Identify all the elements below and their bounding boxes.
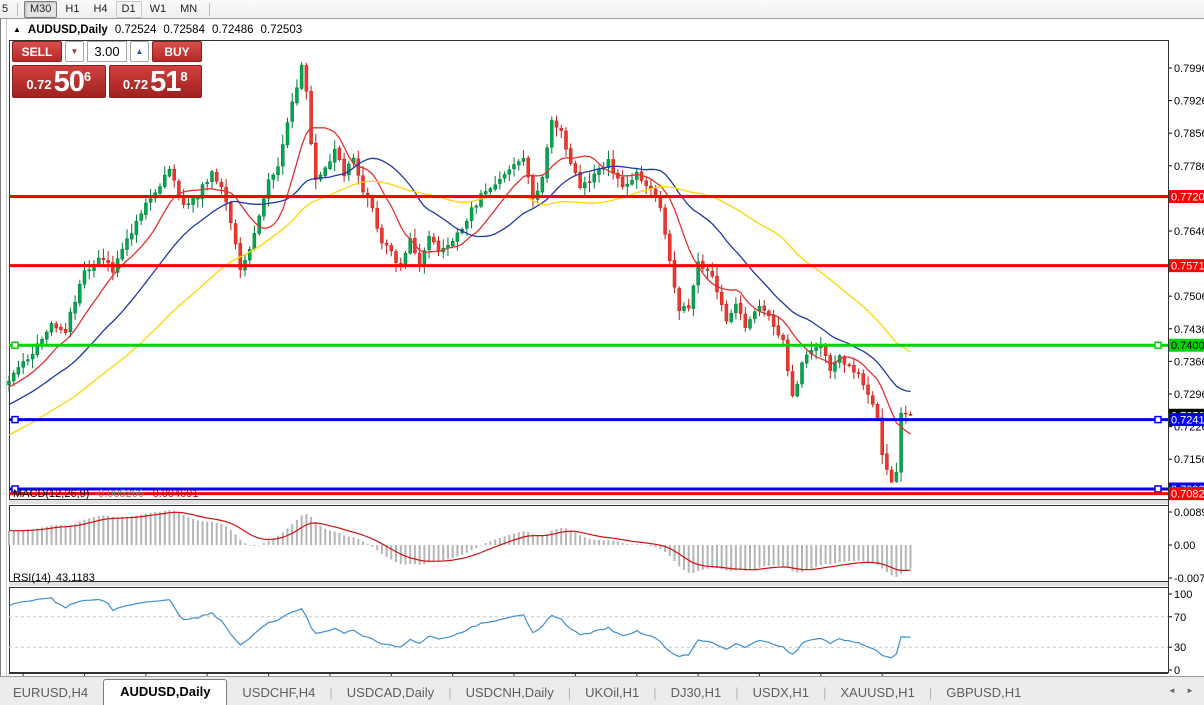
hline-handle [1154,415,1162,424]
rsi-pane: 100 70 30 0 [8,589,1192,676]
chart-tabbar: EURUSD,H4 AUDUSD,Daily USDCHF,H4 | USDCAD,Da… [0,676,1204,705]
hline-axis-labels: 0.772000.757160.740070.724110.709200.708… [1169,190,1204,501]
timeframe-button-w1[interactable]: W1 [149,2,167,15]
macd-signal-value: -0.004691 [148,488,199,500]
timeframe-button-h1[interactable]: H1 [65,2,80,15]
hline-handle [1154,485,1162,493]
sell-button[interactable]: SELL [12,41,62,62]
chart-low-value: 0.72486 [211,24,254,36]
timeframe-toolbar: 5 M30 H1 H4 D1 W1 MN [0,0,1204,19]
svg-text:0.74360: 0.74360 [1174,324,1204,336]
pane-splitter [9,500,1168,504]
volume-increase-icon[interactable]: ▲ [130,41,149,62]
sell-price-prefix: 0.72 [26,77,52,92]
chart-title: ▲ AUDUSD,Daily 0.72524 0.72584 0.72486 0… [13,24,302,36]
svg-text:0.75060: 0.75060 [1174,291,1204,303]
chart-open-value: 0.72524 [114,24,157,36]
rsi-label: RSI(14) 43.1183 [13,572,95,584]
buy-button[interactable]: BUY [152,41,202,62]
volume-decrease-icon[interactable]: ▼ [65,41,84,62]
buy-price-prefix: 0.72 [122,77,149,92]
macd-main-value: -0.005266 [94,488,144,500]
sell-price-sup: 6 [83,69,92,84]
tab-separator: | [735,685,739,700]
tab-separator: | [448,685,452,700]
tab-separator: | [823,685,827,700]
rsi-value: 43.1183 [55,572,95,584]
chart-high-value: 0.72584 [163,24,205,36]
buy-price-box[interactable]: 0.72 51 8 [108,65,202,98]
tab-separator: | [567,685,572,700]
timeframe-button-h4[interactable]: H4 [93,2,108,15]
tab-ukoil-h1[interactable]: UKOil,H1 [585,685,640,700]
chart-close-value: 0.72503 [260,24,303,36]
tab-audusd-daily[interactable]: AUDUSD,Daily [103,679,228,705]
hline-handle [11,341,19,349]
svg-text:0.00: 0.00 [1174,540,1195,552]
one-click-trade-panel: SELL ▼ 3.00 ▲ BUY 0.72 50 6 0.72 51 8 [12,41,202,98]
svg-text:70: 70 [1174,612,1186,624]
sell-price-big: 50 [53,66,85,98]
macd-pane: 0.00890 0.00 -0.00701 [8,507,1204,585]
svg-text:0.78560: 0.78560 [1174,128,1204,140]
macd-label: MACD(12,26,9) -0.005266 -0.004691 [13,488,199,500]
timeframe-button-5[interactable]: 5 [2,2,9,15]
svg-text:30: 30 [1174,642,1186,654]
date-axis: 27 Nov 202016 Dec 20206 Jan 202125 Jan 2… [9,673,1168,676]
timeframe-button-m30[interactable]: M30 [24,0,58,18]
pane-splitter [9,582,1168,586]
svg-text:0.74007: 0.74007 [1171,340,1204,352]
svg-text:0.72411: 0.72411 [1171,415,1204,427]
chart-window: 0.79960 0.79260 0.78560 0.77860 0.76460 0.750… [0,18,1204,676]
tab-usdchf-h4[interactable]: USDCHF,H4 [242,685,316,700]
candles-layer [7,62,913,483]
hline-handle [11,415,19,424]
timeframe-button-mn[interactable]: MN [180,2,198,15]
timeframe-button-d1[interactable]: D1 [115,0,142,18]
volume-input[interactable]: 3.00 [87,41,127,62]
pane-borders [9,40,1169,673]
toolbar-divider [17,2,18,16]
hlines-layer[interactable] [9,195,1168,496]
svg-text:0.79260: 0.79260 [1174,96,1204,108]
toolbar-divider [209,2,211,16]
svg-text:0: 0 [1174,665,1180,676]
svg-text:0.79960: 0.79960 [1174,63,1204,75]
tab-separator: | [329,685,333,700]
tab-scroll-arrows[interactable]: ◄ ► [1167,686,1198,695]
window-frame-line [6,18,7,676]
svg-text:0.71560: 0.71560 [1174,454,1204,466]
hline-handle [11,485,19,493]
tab-usdcnh-daily[interactable]: USDCNH,Daily [465,685,554,700]
buy-price-big: 51 [150,66,181,98]
tab-separator: | [928,685,933,700]
svg-text:0.75716: 0.75716 [1171,261,1204,273]
chart-symbol-label: AUDUSD,Daily [27,24,108,36]
svg-text:0.72960: 0.72960 [1174,389,1204,401]
svg-text:0.00890: 0.00890 [1174,507,1204,519]
tab-gbpusd-h1[interactable]: GBPUSD,H1 [946,685,1022,700]
svg-text:-0.00701: -0.00701 [1174,573,1204,585]
collapse-trade-panel-icon[interactable]: ▲ [13,24,21,34]
svg-text:0.76460: 0.76460 [1174,226,1204,238]
svg-text:0.73660: 0.73660 [1174,356,1204,368]
svg-text:100: 100 [1174,589,1192,601]
svg-text:0.77860: 0.77860 [1174,161,1204,173]
sell-price-box[interactable]: 0.72 50 6 [12,65,106,98]
tab-usdcad-daily[interactable]: USDCAD,Daily [346,685,435,700]
tab-usdx-h1[interactable]: USDX,H1 [752,685,809,700]
buy-price-sup: 8 [180,69,188,84]
tab-eurusd-h4[interactable]: EURUSD,H4 [13,685,89,700]
price-chart-canvas[interactable]: 0.79960 0.79260 0.78560 0.77860 0.76460 0.750… [1,18,1204,676]
tab-separator: | [653,685,657,700]
hline-handle [1154,341,1162,349]
tab-xauusd-h1[interactable]: XAUUSD,H1 [840,685,915,700]
tab-dj30-h1[interactable]: DJ30,H1 [670,685,722,700]
